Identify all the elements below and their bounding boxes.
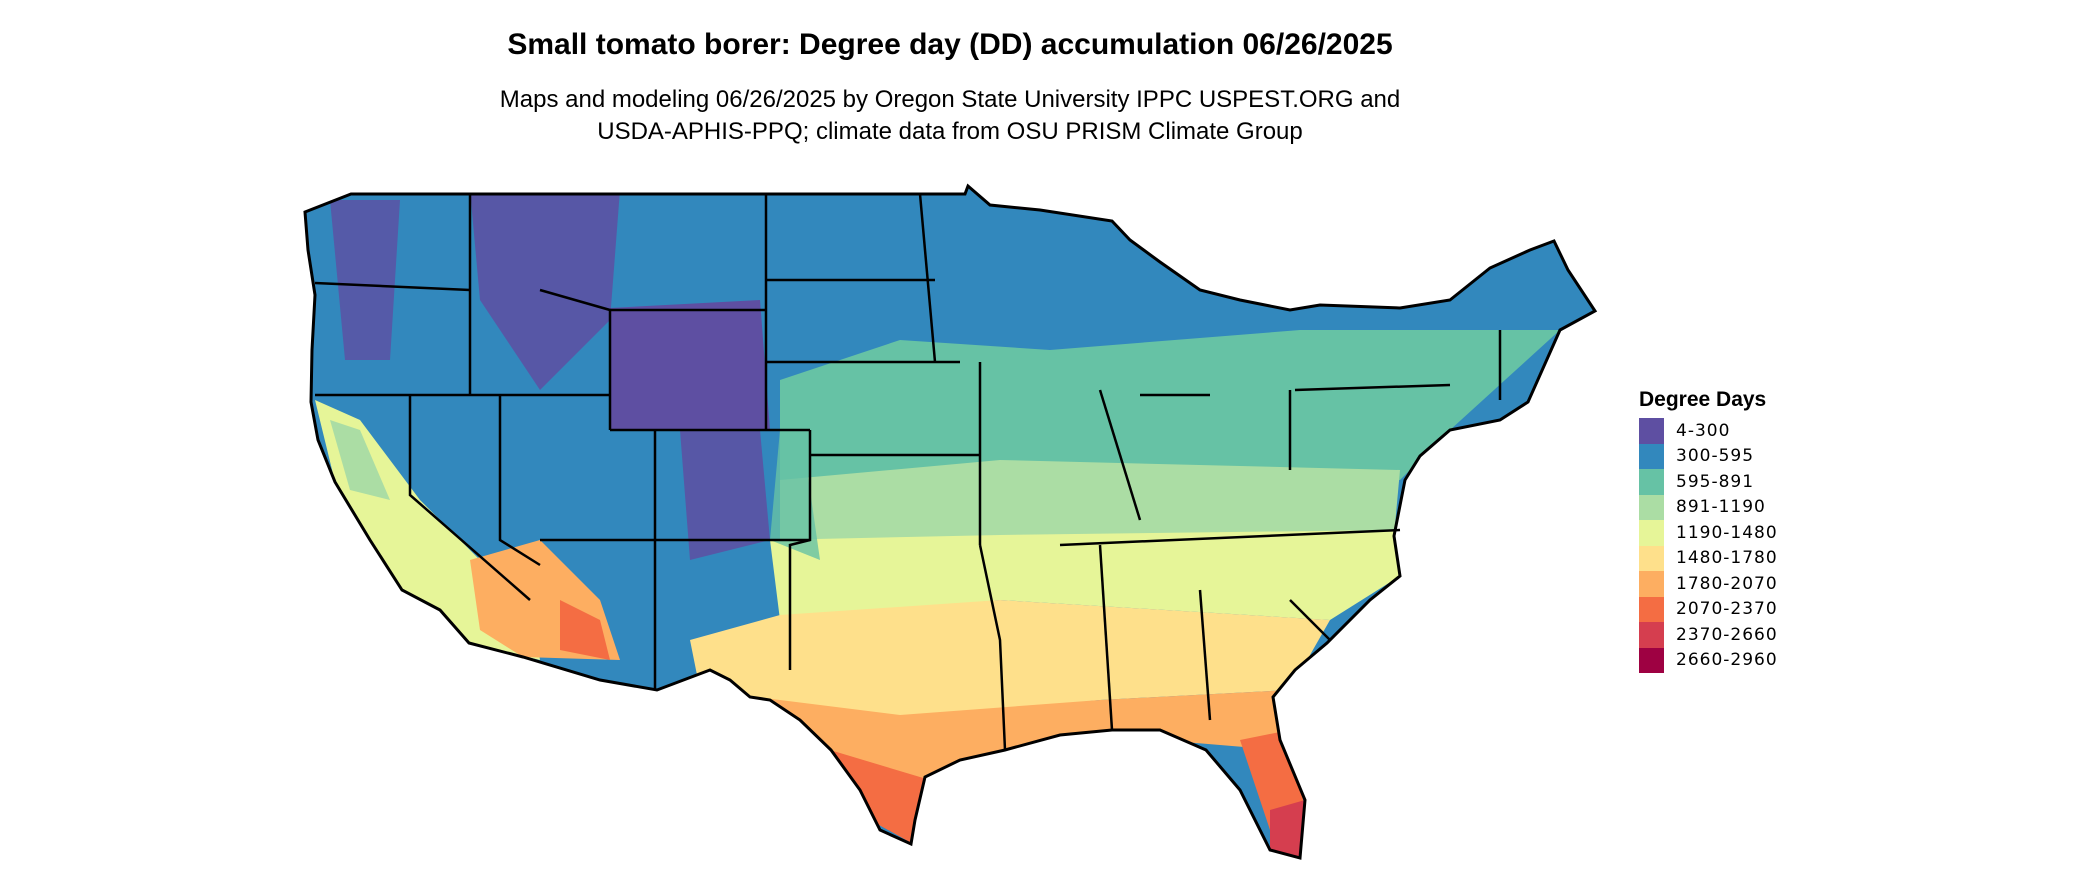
legend-swatch xyxy=(1639,520,1664,546)
legend-swatch xyxy=(1639,545,1664,571)
legend-label: 1780-2070 xyxy=(1676,573,1778,594)
legend-swatch xyxy=(1639,418,1664,444)
zone-1480-1780 xyxy=(690,600,1330,720)
legend: Degree Days 4-300 300-595 595-891 891-1190 1… xyxy=(1639,388,1778,673)
map-subtitle: Maps and modeling 06/26/2025 by Oregon S… xyxy=(0,84,1900,148)
legend-swatch xyxy=(1639,443,1664,469)
legend-swatch xyxy=(1639,647,1664,673)
us-outline xyxy=(303,183,1598,860)
map-title: Small tomato borer: Degree day (DD) accu… xyxy=(507,28,1393,61)
legend-label: 1190-1480 xyxy=(1676,522,1778,543)
zone-4-300-northern-rockies xyxy=(470,190,620,390)
legend-item: 2370-2660 xyxy=(1639,622,1778,648)
legend-item: 2660-2960 xyxy=(1639,647,1778,673)
legend-label: 2660-2960 xyxy=(1676,650,1778,671)
legend-title: Degree Days xyxy=(1639,388,1767,411)
zone-1190-1480 xyxy=(770,530,1400,620)
legend-item: 595-891 xyxy=(1639,469,1778,495)
legend-label: 1480-1780 xyxy=(1676,548,1778,569)
legend-item: 1190-1480 xyxy=(1639,520,1778,546)
zone-891-1190-california xyxy=(330,420,390,500)
legend-swatch xyxy=(1639,469,1664,495)
degree-day-raster xyxy=(305,186,1595,858)
legend-label: 300-595 xyxy=(1676,446,1755,467)
subtitle-line-2: USDA-APHIS-PPQ; climate data from OSU PR… xyxy=(597,118,1303,145)
zone-4-300-cascades xyxy=(330,200,400,360)
zone-2070-2370-texas xyxy=(830,750,930,845)
zone-4-300-colorado xyxy=(680,430,770,560)
legend-item: 1780-2070 xyxy=(1639,571,1778,597)
legend-item: 300-595 xyxy=(1639,443,1778,469)
zone-2370-2660 xyxy=(1270,800,1305,858)
zone-4-300-wyoming xyxy=(610,300,770,430)
state-borders xyxy=(314,193,1502,751)
legend-item: 1480-1780 xyxy=(1639,545,1778,571)
legend-label: 595-891 xyxy=(1676,471,1755,492)
legend-swatch xyxy=(1639,494,1664,520)
legend-label: 4-300 xyxy=(1676,420,1731,441)
legend-swatch xyxy=(1639,622,1664,648)
zone-595-891-plains xyxy=(770,420,820,560)
legend-label: 2070-2370 xyxy=(1676,599,1778,620)
legend-swatch xyxy=(1639,596,1664,622)
legend-label: 2370-2660 xyxy=(1676,624,1778,645)
subtitle-line-1: Maps and modeling 06/26/2025 by Oregon S… xyxy=(499,86,1401,113)
zone-2070-2370-arizona xyxy=(560,600,610,660)
legend-item: 891-1190 xyxy=(1639,494,1778,520)
legend-label: 891-1190 xyxy=(1676,497,1766,518)
legend-item: 2070-2370 xyxy=(1639,596,1778,622)
legend-item: 4-300 xyxy=(1639,418,1778,444)
legend-swatch xyxy=(1639,571,1664,597)
